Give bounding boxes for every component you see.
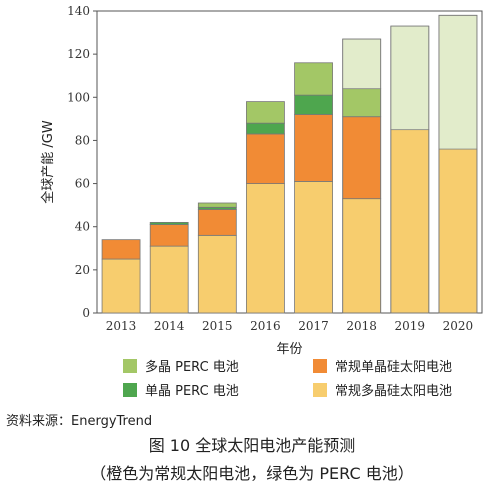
y-tick-label: 20 [75,263,90,277]
legend-swatch [123,359,137,373]
bar-outline [390,25,430,314]
bar-outline [438,14,478,314]
bar-segment [246,122,285,135]
source-note: 资料来源：EnergyTrend [6,414,153,429]
x-tick-label: 2017 [298,319,329,333]
bar-segment [246,133,285,184]
figure-subcaption: （橙色为常规太阳电池，绿色为 PERC 电池） [90,464,414,483]
bar-segment [294,114,333,182]
y-tick-label: 0 [82,306,90,320]
y-tick-label: 120 [67,47,90,61]
x-tick-label: 2019 [395,319,426,333]
bar-segment [342,88,382,118]
bar-segment [246,101,285,124]
legend-label: 常规单晶硅太阳电池 [335,360,452,375]
bar-segment [342,116,382,200]
legend-label: 常规多晶硅太阳电池 [335,383,452,399]
legend-swatch [313,359,327,373]
y-tick-label: 40 [75,220,90,234]
bar-segment [149,221,189,225]
legend-swatch [123,383,137,397]
x-tick-label: 2018 [346,319,377,333]
bar-segment [438,148,478,314]
bar-segment [197,234,237,314]
bar-segment [294,94,333,115]
bar-segment [294,62,333,96]
projection-green-segment [342,38,382,90]
plot-frame [96,10,483,314]
bar-segment [149,224,189,247]
x-tick-label: 2014 [154,319,185,333]
x-tick-label: 2013 [106,319,137,333]
bar-segment [101,239,141,260]
projection-green-segment [390,25,430,131]
y-tick-label: 100 [67,90,90,104]
x-axis-title: 年份 [276,342,302,357]
x-tick-label: 2015 [202,319,233,333]
legend-label: 单晶 PERC 电池 [145,384,239,399]
x-tick-label: 2016 [250,319,281,333]
y-tick-label: 80 [75,133,90,147]
y-tick-label: 140 [67,4,90,18]
bar-segment [197,202,237,208]
bar-segment [197,209,237,236]
y-tick-label: 60 [75,177,90,191]
bar-segment [101,258,141,314]
legend-swatch [313,383,327,397]
bar-segment [390,129,430,314]
bar-segment [342,198,382,314]
figure-caption: 图 10 全球太阳电池产能预测 [148,436,356,455]
x-tick-label: 2020 [443,319,474,333]
bar-outline [342,38,382,314]
bar-segment [294,181,333,314]
y-axis-title: 全球产能 /GW [40,120,56,204]
chart: 0 20 40 60 80 100 120 140 全球产能 /GW 2013 2014 2015 20… [40,4,483,399]
legend-label: 多晶 PERC 电池 [145,359,239,375]
bar-segment [149,245,189,314]
bar-segment [246,183,285,314]
projection-green-segment [438,14,478,150]
